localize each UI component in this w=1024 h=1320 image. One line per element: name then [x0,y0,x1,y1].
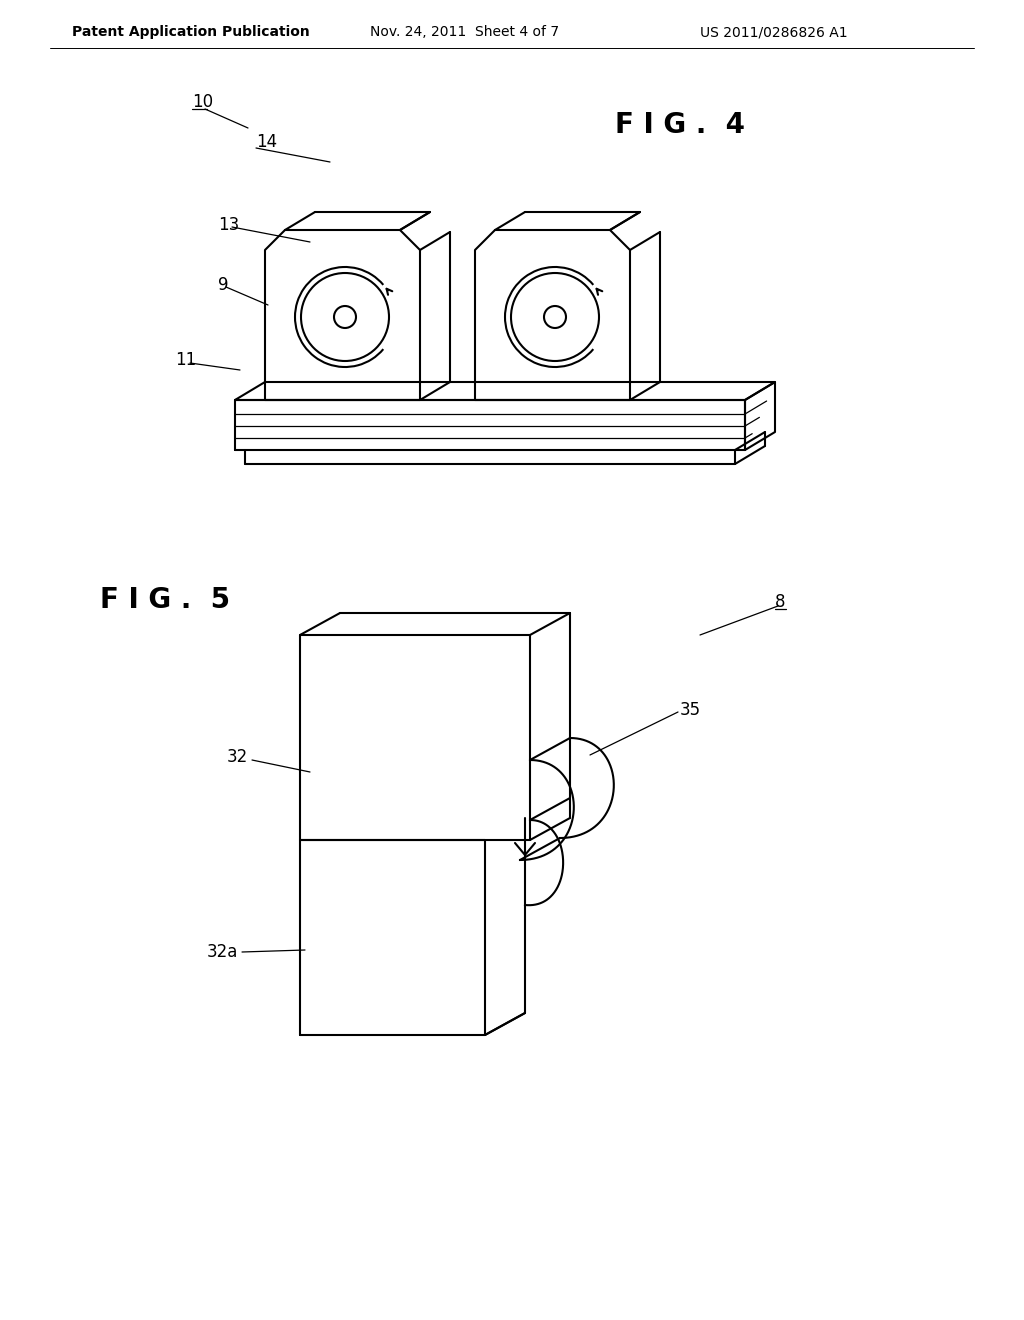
Text: F I G .  4: F I G . 4 [615,111,745,139]
Text: 14: 14 [256,133,278,150]
Text: 13: 13 [218,216,240,234]
Text: 8: 8 [775,593,785,611]
Text: Patent Application Publication: Patent Application Publication [72,25,309,40]
Text: 11: 11 [175,351,197,370]
Text: 9: 9 [218,276,228,294]
Text: F I G .  5: F I G . 5 [100,586,230,614]
Text: 35: 35 [680,701,701,719]
Text: 32a: 32a [207,942,238,961]
Text: Nov. 24, 2011  Sheet 4 of 7: Nov. 24, 2011 Sheet 4 of 7 [370,25,559,40]
Text: 10: 10 [193,92,213,111]
Text: US 2011/0286826 A1: US 2011/0286826 A1 [700,25,848,40]
Text: 32: 32 [226,748,248,766]
